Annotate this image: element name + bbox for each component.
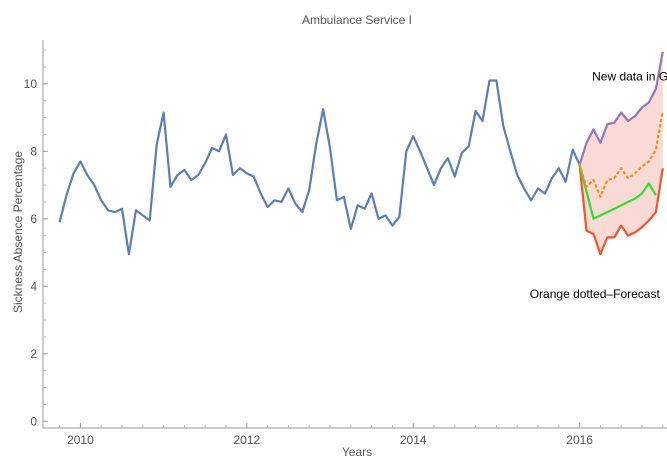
chart-title: Ambulance Service I — [302, 13, 412, 27]
x-tick-label: 2012 — [233, 433, 260, 447]
series-line-forecast — [578, 109, 664, 198]
x-tick-label: 2014 — [400, 433, 427, 447]
axes: 2010 2012 2014 2016 0 2 4 6 8 10 — [24, 40, 667, 447]
forecast-band-layer — [579, 51, 663, 255]
y-ticks: 0 2 4 6 8 10 — [24, 49, 48, 428]
y-tick-label: 4 — [30, 279, 37, 293]
y-tick-label: 10 — [24, 77, 38, 91]
series-line-upper — [578, 51, 664, 166]
x-tick-label: 2016 — [566, 433, 593, 447]
annotation-forecast: Orange dotted–Forecast — [530, 287, 661, 301]
x-axis-label: Years — [342, 445, 372, 457]
y-tick-label: 0 — [30, 414, 37, 428]
annotation-new-data: New data in Green — [592, 69, 667, 83]
y-tick-label: 6 — [30, 212, 37, 226]
series-line-history — [58, 79, 581, 256]
x-ticks: 2010 2012 2014 2016 — [59, 423, 664, 447]
forecast-interval-band — [579, 51, 663, 255]
y-axis-label: Sickness Absence Percentage — [11, 151, 25, 313]
series-layer — [58, 51, 664, 256]
x-tick-label: 2010 — [67, 433, 94, 447]
y-tick-label: 8 — [30, 144, 37, 158]
series-line-lower — [578, 164, 664, 256]
y-tick-label: 2 — [30, 347, 37, 361]
series-line-new-data — [578, 164, 657, 220]
